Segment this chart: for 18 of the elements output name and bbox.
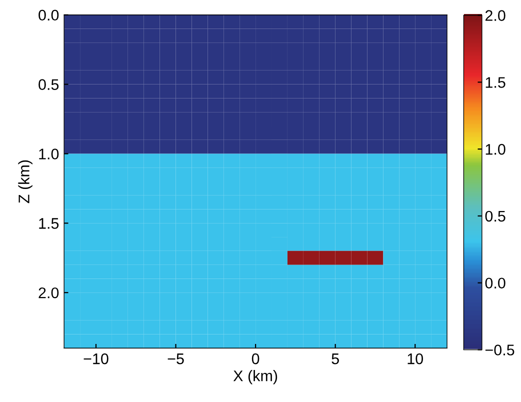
color-bar-label: 2.0 [485, 10, 506, 21]
y-tick-label: 0.0 [38, 10, 59, 21]
y-axis-title: Z (km) [18, 160, 32, 204]
color-bar-label: 0.0 [485, 278, 506, 289]
color-bar-label: −0.5 [485, 344, 514, 356]
x-tick-label: 10 [408, 353, 424, 364]
color-bar-label: 0.5 [485, 210, 506, 222]
x-tick-label: 0 [252, 353, 260, 364]
y-tick-label: 1.5 [39, 218, 59, 229]
y-tick-label: 0.5 [38, 79, 59, 90]
x-tick-label: −5 [168, 354, 184, 364]
y-tick-label: 2.0 [38, 287, 59, 298]
x-tick-label: −10 [84, 353, 108, 364]
x-tick-label: 5 [332, 354, 339, 364]
y-tick-label: 1.0 [39, 148, 59, 160]
x-axis-title: X (km) [233, 370, 278, 384]
color-bar-label: 1.0 [486, 144, 506, 155]
color-bar-label: 1.5 [486, 77, 506, 88]
